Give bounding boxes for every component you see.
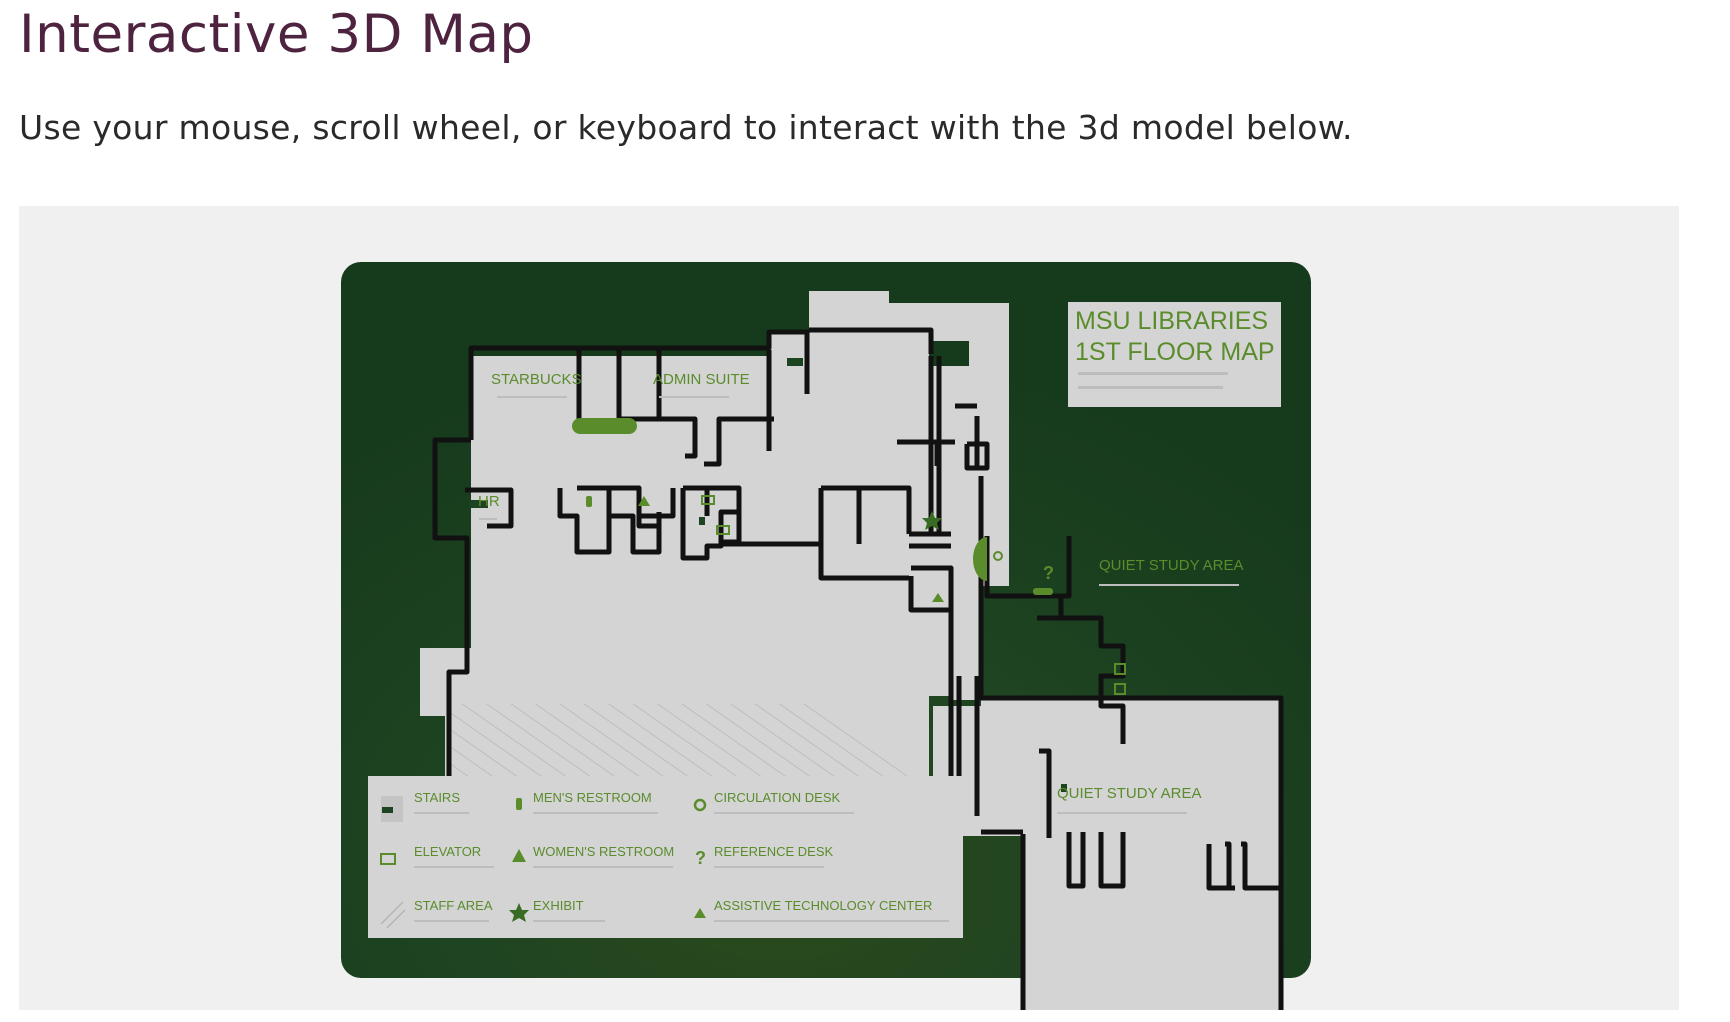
room-braille	[479, 396, 1239, 814]
svg-text:STAFF AREA: STAFF AREA	[414, 898, 493, 913]
circulation-desk-icon	[693, 798, 707, 812]
floor-map-svg[interactable]: MSU LIBRARIES 1ST FLOOR MAP	[19, 206, 1679, 1010]
walls	[432, 327, 1284, 1010]
legend-item-reference-desk: ? REFERENCE DESK	[695, 844, 834, 868]
3d-model-viewer[interactable]: MSU LIBRARIES 1ST FLOOR MAP	[19, 206, 1679, 1010]
mens-restroom-icon	[586, 496, 592, 507]
elevator-icon	[1114, 683, 1126, 695]
svg-text:ELEVATOR: ELEVATOR	[414, 844, 481, 859]
floor-plan	[420, 291, 1281, 1010]
legend-item-staff-area: STAFF AREA	[380, 898, 493, 929]
svg-text:REFERENCE DESK: REFERENCE DESK	[714, 844, 834, 859]
assistive-technology-icon	[932, 593, 944, 602]
reference-desk-glyph: ?	[1043, 563, 1054, 583]
room-labels: STARBUCKS ADMIN SUITE HR QUIET STUDY ARE…	[478, 371, 1244, 802]
exhibit-icon	[922, 511, 942, 530]
legend-item-elevator: ELEVATOR	[380, 844, 494, 868]
svg-text:EXHIBIT: EXHIBIT	[533, 898, 584, 913]
svg-text:ASSISTIVE TECHNOLOGY CENTER: ASSISTIVE TECHNOLOGY CENTER	[714, 898, 932, 913]
circulation-desk-counter	[973, 537, 987, 581]
map-title-braille	[1078, 372, 1228, 389]
stairs-icon	[699, 517, 705, 525]
legend-item-womens-restroom: WOMEN'S RESTROOM	[512, 844, 674, 868]
reference-desk-icon: ?	[695, 848, 706, 868]
legend-item-circulation-desk: CIRCULATION DESK	[693, 790, 854, 814]
assistive-technology-icon	[694, 908, 706, 918]
room-label-hr: HR	[478, 493, 500, 510]
mens-restroom-icon	[516, 798, 522, 810]
room-label-quiet-study-upper: QUIET STUDY AREA	[1099, 557, 1244, 574]
map-title-line2: 1ST FLOOR MAP	[1075, 338, 1275, 366]
staff-area-icon	[380, 901, 404, 925]
map-title-plaque: MSU LIBRARIES 1ST FLOOR MAP	[1068, 302, 1281, 407]
map-legend: STAIRS ELEVATOR STAFF AREA MEN'S RESTROO…	[368, 776, 963, 938]
circulation-desk-icon	[993, 551, 1003, 561]
legend-item-stairs: STAIRS	[381, 790, 469, 822]
map-title-line1: MSU LIBRARIES	[1075, 307, 1268, 335]
room-label-quiet-study-lower: QUIET STUDY AREA	[1057, 785, 1202, 802]
svg-text:WOMEN'S RESTROOM: WOMEN'S RESTROOM	[533, 844, 674, 859]
exhibit-icon	[509, 903, 529, 922]
room-label-starbucks: STARBUCKS	[491, 371, 582, 388]
room-label-admin-suite: ADMIN SUITE	[653, 371, 750, 388]
stairs-icon	[1061, 784, 1067, 792]
page-title: Interactive 3D Map	[19, 4, 534, 65]
elevator-icon	[701, 495, 715, 505]
starbucks-counter	[572, 418, 637, 434]
legend-item-exhibit: EXHIBIT	[509, 898, 605, 922]
womens-restroom-icon	[638, 496, 650, 506]
reference-desk-counter	[1033, 588, 1053, 595]
stairs-icon	[470, 500, 488, 508]
legend-item-assistive-technology: ASSISTIVE TECHNOLOGY CENTER	[694, 898, 949, 922]
elevator-icon	[716, 525, 730, 535]
svg-text:CIRCULATION DESK: CIRCULATION DESK	[714, 790, 840, 805]
svg-text:MEN'S RESTROOM: MEN'S RESTROOM	[533, 790, 652, 805]
elevator-icon	[1114, 663, 1126, 675]
page-description: Use your mouse, scroll wheel, or keyboar…	[19, 108, 1353, 147]
stairs-icon	[787, 358, 803, 366]
stairs-icon	[382, 807, 393, 813]
legend-item-mens-restroom: MEN'S RESTROOM	[516, 790, 658, 814]
map-features: ?	[470, 358, 1126, 792]
svg-text:STAIRS: STAIRS	[414, 790, 460, 805]
womens-restroom-icon	[512, 849, 526, 862]
elevator-icon	[380, 853, 396, 865]
